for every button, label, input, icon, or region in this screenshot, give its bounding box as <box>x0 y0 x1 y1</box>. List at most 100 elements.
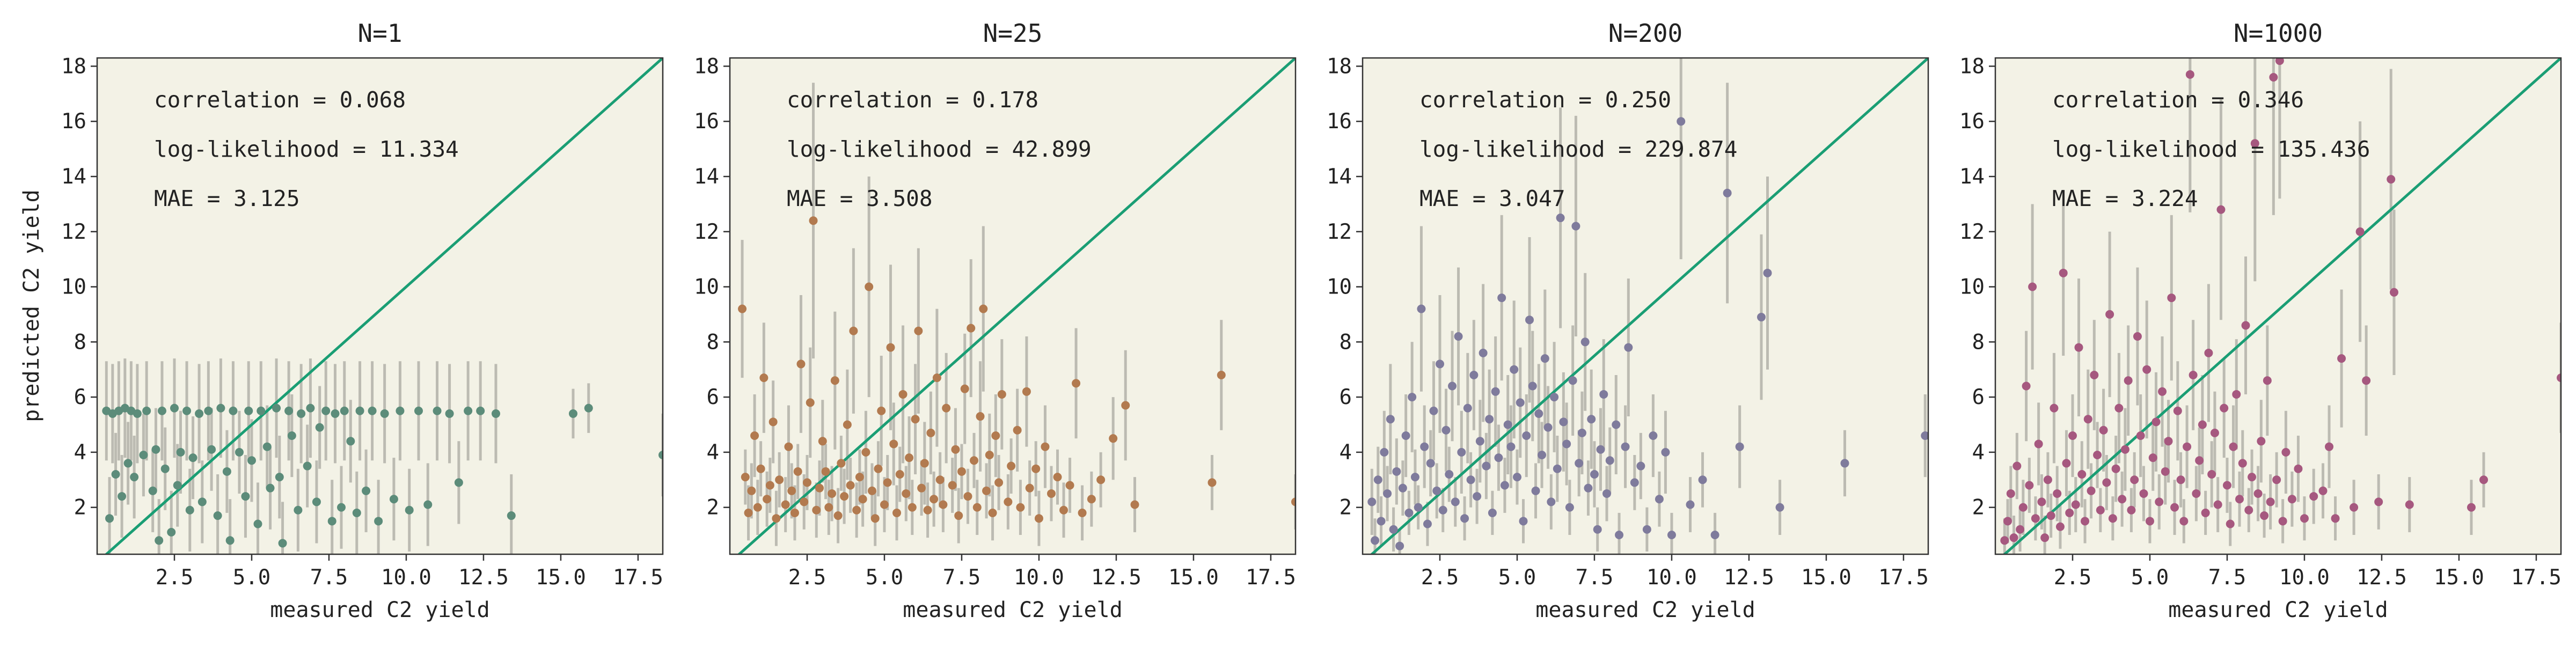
data-point <box>105 514 114 523</box>
data-point <box>303 461 312 471</box>
y-tick-label: 2 <box>707 496 719 520</box>
data-point <box>247 456 256 465</box>
data-point <box>877 406 886 415</box>
chart-panel-1: 2.5 5.0 7.5 10.0 12.5 15.0 17.5 2 4 6 8 10 12 14 16 18 N… <box>61 19 664 622</box>
data-point <box>2170 503 2179 512</box>
data-point <box>802 478 811 487</box>
data-point <box>315 423 324 432</box>
data-point <box>1475 437 1484 446</box>
data-point <box>830 376 839 385</box>
data-point <box>970 456 979 465</box>
data-point <box>1438 505 1447 515</box>
data-point <box>1392 467 1401 476</box>
data-point <box>2114 403 2124 413</box>
data-point <box>926 428 935 437</box>
data-point <box>396 406 405 415</box>
y-tick-label: 18 <box>1959 54 1985 78</box>
data-point <box>867 486 876 495</box>
data-point <box>738 304 747 313</box>
data-point <box>2093 451 2102 459</box>
data-point <box>957 467 966 476</box>
data-point <box>837 459 846 468</box>
y-tick-label: 12 <box>694 220 719 244</box>
data-point <box>1559 417 1568 427</box>
data-point <box>1041 442 1050 451</box>
data-point <box>321 406 331 415</box>
y-tick-label: 18 <box>61 54 86 78</box>
data-point <box>2325 442 2334 451</box>
x-tick-label: 2.5 <box>1421 566 1459 590</box>
data-point <box>1432 486 1441 495</box>
data-point <box>1677 117 1686 126</box>
data-point <box>139 451 148 459</box>
data-point <box>880 500 889 509</box>
data-point <box>1575 459 1584 468</box>
data-point <box>2124 376 2133 385</box>
data-point <box>368 406 377 415</box>
data-point <box>902 489 911 498</box>
data-point <box>769 417 778 427</box>
data-point <box>935 475 945 484</box>
data-point <box>2009 533 2018 542</box>
data-point <box>1547 497 1556 506</box>
data-point <box>784 442 793 451</box>
data-point <box>1448 381 1457 391</box>
data-point <box>994 478 1004 487</box>
data-point <box>2055 522 2065 531</box>
data-point <box>1454 332 1463 341</box>
data-point <box>1540 354 1549 363</box>
data-point <box>889 439 898 449</box>
data-point <box>133 409 142 418</box>
data-point <box>297 409 306 418</box>
data-point <box>1605 456 1614 465</box>
x-tick-label: 7.5 <box>2208 566 2246 590</box>
data-point <box>1473 492 1482 501</box>
data-point <box>405 505 414 515</box>
data-point <box>972 503 982 512</box>
data-point <box>1380 447 1389 457</box>
y-tick-label: 14 <box>1959 165 1985 189</box>
data-point <box>1013 425 1022 435</box>
data-point <box>2260 511 2269 520</box>
data-point <box>2031 514 2040 523</box>
data-point <box>2164 437 2173 446</box>
data-point <box>939 500 948 509</box>
stats-annotation: correlation = 0.346 <box>2052 87 2304 113</box>
data-point <box>1457 447 1466 457</box>
data-point <box>1072 379 1081 388</box>
data-point <box>920 459 929 468</box>
stats-annotation: correlation = 0.178 <box>787 87 1038 113</box>
data-point <box>2043 475 2052 484</box>
data-point <box>892 508 902 517</box>
data-point <box>1698 475 1707 484</box>
data-point <box>763 495 772 504</box>
data-point <box>2337 354 2346 363</box>
data-point <box>148 486 157 495</box>
y-tick-label: 14 <box>61 165 86 189</box>
data-point <box>2087 486 2096 495</box>
data-point <box>111 469 120 479</box>
data-point <box>1429 406 1438 415</box>
data-point <box>257 406 266 415</box>
data-point <box>306 403 315 413</box>
identity-line <box>104 58 663 554</box>
data-point <box>2362 376 2371 385</box>
data-point <box>747 486 756 495</box>
data-point <box>2229 442 2238 451</box>
identity-line <box>2002 58 2561 554</box>
data-point <box>2139 489 2148 498</box>
data-point <box>1584 483 1593 493</box>
x-tick-label: 12.5 <box>458 566 509 590</box>
data-point <box>2105 310 2114 319</box>
y-axis-label: predicted C2 yield <box>19 189 44 422</box>
data-point <box>932 373 941 383</box>
data-point <box>1398 483 1407 493</box>
data-point <box>2272 475 2281 484</box>
data-point <box>2248 473 2257 482</box>
data-point <box>1016 503 1025 512</box>
y-tick-label: 2 <box>74 496 86 520</box>
data-point <box>2127 505 2136 515</box>
data-point <box>1046 489 1056 498</box>
stats-annotation: correlation = 0.250 <box>1419 87 1671 113</box>
data-point <box>1065 481 1074 490</box>
